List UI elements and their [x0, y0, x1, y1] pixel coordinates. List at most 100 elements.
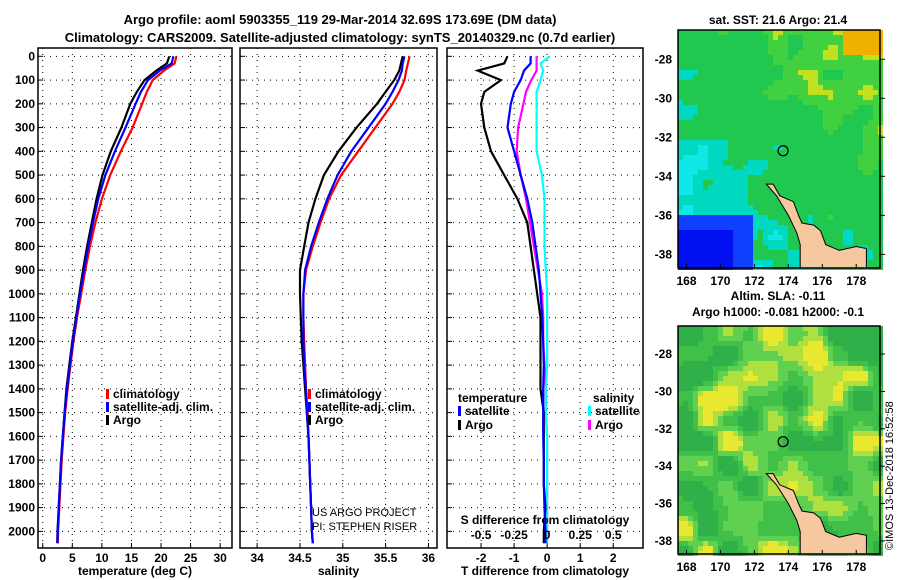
map-cell — [723, 180, 728, 185]
map-cell — [678, 401, 683, 406]
map-cell — [813, 40, 818, 45]
map-cell — [763, 185, 768, 190]
map-cell — [803, 210, 808, 215]
map-cell — [783, 466, 788, 471]
map-cell — [873, 50, 878, 55]
map-cell — [753, 516, 758, 521]
map-cell — [768, 35, 773, 40]
map-cell — [743, 30, 748, 35]
map-cell — [788, 55, 793, 60]
map-cell — [823, 90, 828, 95]
map-cell — [868, 346, 873, 351]
map-cell — [733, 461, 738, 466]
map-cell — [783, 536, 788, 541]
map-cell — [798, 85, 803, 90]
map-cell — [818, 396, 823, 401]
map-cell — [708, 461, 713, 466]
map-cell — [843, 366, 848, 371]
map-cell — [798, 70, 803, 75]
map-cell — [793, 336, 798, 341]
map-cell — [713, 190, 718, 195]
map-cell — [693, 506, 698, 511]
map-cell — [763, 466, 768, 471]
map-cell — [748, 190, 753, 195]
map-cell — [728, 406, 733, 411]
y-tick-label: 1300 — [8, 358, 35, 372]
map-cell — [863, 145, 868, 150]
map-cell — [853, 205, 858, 210]
map-cell — [823, 436, 828, 441]
map-cell — [703, 476, 708, 481]
map-cell — [853, 150, 858, 155]
map-cell — [733, 250, 738, 255]
map-cell — [753, 180, 758, 185]
map-cell — [843, 155, 848, 160]
map-cell — [828, 160, 833, 165]
map-cell — [853, 145, 858, 150]
map-cell — [718, 481, 723, 486]
map-cell — [828, 526, 833, 531]
map-cell — [863, 371, 868, 376]
map-cell — [698, 486, 703, 491]
map-cell — [858, 411, 863, 416]
map-cell — [708, 70, 713, 75]
map-cell — [778, 446, 783, 451]
map-cell — [678, 180, 683, 185]
map-cell — [723, 190, 728, 195]
map-cell — [823, 230, 828, 235]
map-cell — [733, 145, 738, 150]
legend-label: Argo — [465, 418, 493, 432]
map-cell — [713, 130, 718, 135]
map-cell — [873, 356, 878, 361]
map-cell — [703, 205, 708, 210]
map-cell — [708, 230, 713, 235]
map-cell — [683, 466, 688, 471]
map-cell — [858, 130, 863, 135]
map-cell — [753, 250, 758, 255]
map-cell — [793, 536, 798, 541]
map-cell — [743, 461, 748, 466]
map-cell — [853, 90, 858, 95]
map-cell — [723, 491, 728, 496]
map-cell — [843, 441, 848, 446]
map-cell — [828, 125, 833, 130]
map-cell — [818, 165, 823, 170]
map-cell — [833, 521, 838, 526]
map-cell — [798, 90, 803, 95]
map-cell — [738, 230, 743, 235]
map-cell — [758, 250, 763, 255]
map-cell — [848, 115, 853, 120]
map-cell — [723, 421, 728, 426]
map-cell — [808, 356, 813, 361]
map-cell — [873, 145, 878, 150]
map-cell — [863, 140, 868, 145]
map-cell — [843, 481, 848, 486]
map-cell — [723, 230, 728, 235]
lat-tick-label: -28 — [655, 52, 673, 66]
map-cell — [798, 451, 803, 456]
map-cell — [713, 230, 718, 235]
map-cell — [713, 175, 718, 180]
map-cell — [858, 100, 863, 105]
map-cell — [788, 436, 793, 441]
map-cell — [678, 446, 683, 451]
map-cell — [738, 381, 743, 386]
map-cell — [718, 75, 723, 80]
lat-tick-label: -30 — [655, 384, 673, 398]
map-cell — [748, 516, 753, 521]
map-cell — [758, 476, 763, 481]
map-cell — [858, 65, 863, 70]
map-cell — [723, 536, 728, 541]
map-cell — [828, 341, 833, 346]
map-cell — [748, 220, 753, 225]
map-cell — [783, 255, 788, 260]
map-cell — [688, 501, 693, 506]
map-cell — [703, 220, 708, 225]
map-cell — [793, 185, 798, 190]
map-cell — [803, 371, 808, 376]
map-cell — [758, 75, 763, 80]
map-cell — [758, 366, 763, 371]
map-cell — [713, 70, 718, 75]
map-cell — [823, 140, 828, 145]
map-cell — [698, 110, 703, 115]
